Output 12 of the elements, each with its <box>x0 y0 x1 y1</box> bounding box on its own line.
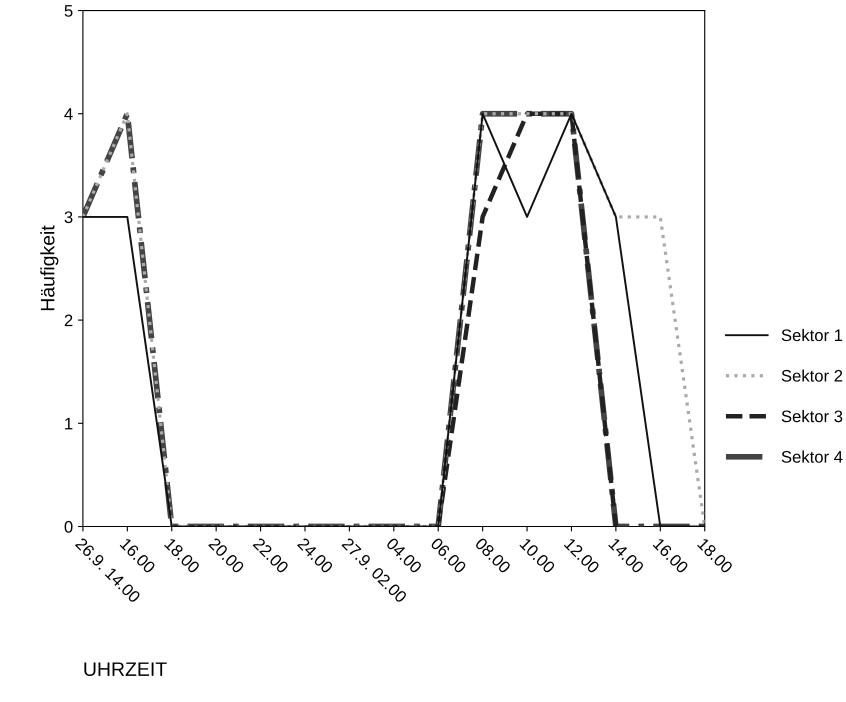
y-tick-label: 5 <box>64 5 72 17</box>
y-tick-label: 0 <box>64 520 73 533</box>
y-axis-title: Häufigkeit <box>40 225 58 310</box>
y-tick-label: 2 <box>64 314 72 326</box>
y-tick-label: 1 <box>65 418 72 430</box>
x-axis-title: UHRZEIT <box>84 662 167 676</box>
legend-label: Sektor 4 <box>782 450 843 463</box>
legend-label: Sektor 1 <box>782 328 842 342</box>
y-tick-label: 3 <box>64 211 72 224</box>
y-tick-label: 4 <box>64 108 73 120</box>
legend-label: Sektor 3 <box>782 410 842 422</box>
legend-label: Sektor 2 <box>782 369 842 382</box>
